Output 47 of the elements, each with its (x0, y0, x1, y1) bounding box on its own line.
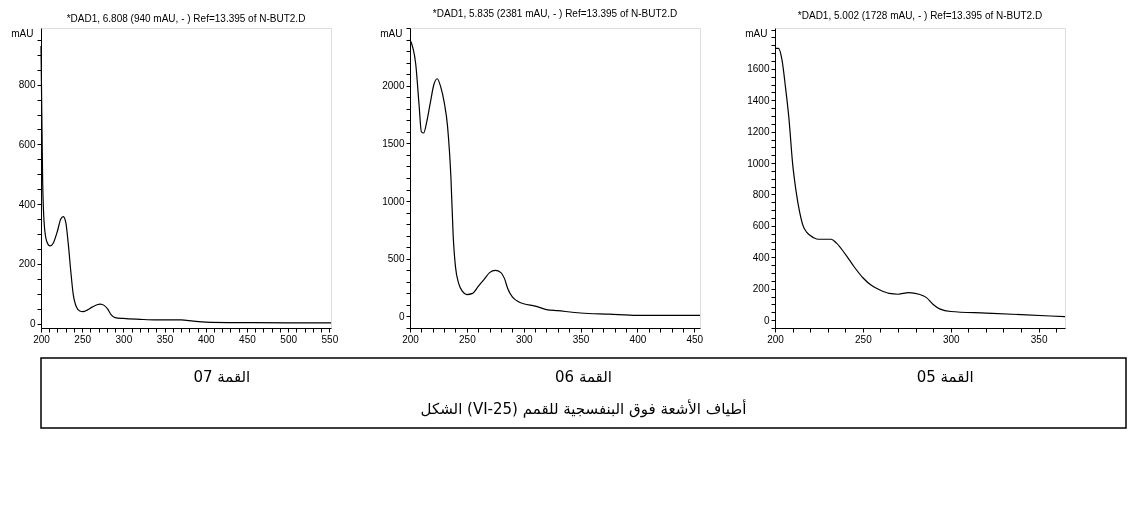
y-tick-label: 0 (29, 318, 36, 330)
y-tick-label: 1400 (747, 94, 770, 106)
y-tick-label: 1600 (747, 63, 770, 75)
y-tick-label: 2000 (382, 80, 405, 92)
x-tick-label: 300 (515, 333, 533, 345)
y-tick-label: 400 (752, 251, 770, 263)
x-tick-label: 250 (855, 333, 873, 345)
x-tick-label: 250 (74, 333, 92, 345)
x-tick-label: 350 (156, 333, 174, 345)
text: القمة 06 (555, 368, 612, 387)
x-tick-label: 400 (197, 333, 216, 345)
chart-title: *DAD1, 5.835 (2381 mAU, - ) Ref=13.395 of N-BUT2.D (432, 8, 678, 19)
chart-title: *DAD1, 5.002 (1728 mAU, - ) Ref=13.395 of N-BUT2.D (797, 9, 1043, 21)
y-axis-title: mAU (745, 27, 768, 39)
x-tick-label: 400 (629, 333, 647, 345)
y-tick-label: 400 (18, 198, 36, 210)
text: الشكل (VI-25) أطياف الأشعة فوق البنفسجية للقمم (420, 398, 747, 418)
y-tick-label: 1000 (747, 157, 770, 169)
y-tick-label: 800 (752, 188, 770, 200)
y-tick-label: 800 (18, 79, 36, 91)
y-axis-title: mAU (380, 27, 403, 39)
x-tick-label: 300 (115, 333, 133, 345)
y-axis-title: mAU (11, 27, 34, 39)
x-tick-label: 500 (280, 333, 298, 345)
text: القمة 05 (916, 368, 974, 387)
x-tick-label: 450 (686, 333, 704, 345)
y-tick-label: 1200 (747, 126, 770, 138)
x-tick-label: 350 (1030, 333, 1048, 345)
y-tick-label: 0 (763, 314, 770, 326)
x-tick-label: 550 (321, 333, 339, 345)
x-tick-label: 300 (942, 333, 961, 345)
y-tick-label: 600 (752, 220, 770, 232)
y-tick-label: 200 (18, 258, 36, 270)
y-tick-label: 1000 (382, 195, 405, 207)
x-tick-label: 450 (239, 333, 257, 345)
y-tick-label: 500 (387, 253, 405, 265)
text: القمة 07 (193, 368, 251, 387)
chart-title: *DAD1, 6.808 (940 mAU, - ) Ref=13.395 of N-BUT2.D (66, 13, 306, 24)
x-tick-label: 350 (572, 333, 590, 345)
x-tick-label: 200 (402, 333, 420, 345)
y-tick-label: 200 (752, 283, 770, 295)
y-tick-label: 0 (398, 310, 405, 322)
x-tick-label: 200 (33, 333, 51, 345)
y-tick-label: 1500 (382, 137, 405, 149)
x-tick-label: 200 (767, 333, 785, 345)
y-tick-label: 600 (18, 138, 36, 150)
x-tick-label: 250 (459, 333, 477, 345)
